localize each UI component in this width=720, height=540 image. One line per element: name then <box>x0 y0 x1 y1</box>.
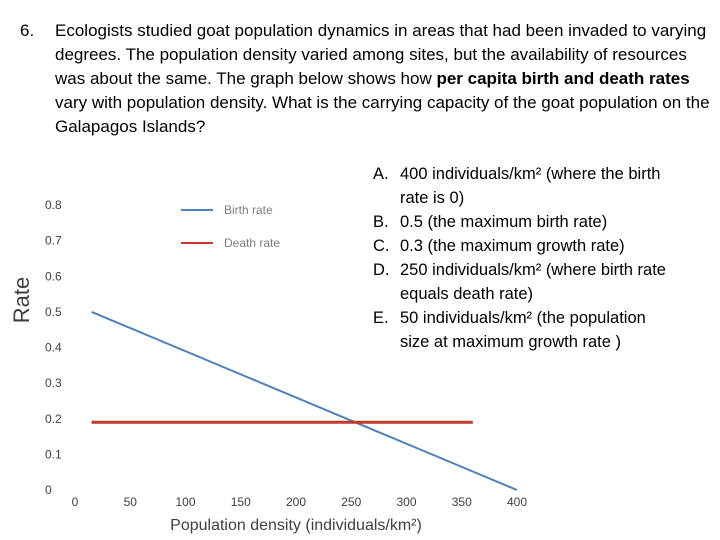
answer-d: D. 250 individuals/km² (where birth rate… <box>373 258 673 306</box>
x-tick-label: 100 <box>175 495 195 509</box>
x-tick-label: 300 <box>396 495 416 509</box>
x-tick-label: 50 <box>124 495 138 509</box>
x-tick-label: 0 <box>72 495 79 509</box>
y-tick-label: 0.3 <box>45 376 62 390</box>
x-tick-label: 250 <box>341 495 361 509</box>
y-tick-label: 0 <box>45 483 52 497</box>
y-tick-label: 0.7 <box>45 234 62 248</box>
answer-d-text: 250 individuals/km² (where birth rate eq… <box>400 261 666 303</box>
question-text: Ecologists studied goat population dynam… <box>55 19 710 139</box>
x-tick-label: 400 <box>507 495 527 509</box>
legend-label: Death rate <box>224 236 280 250</box>
answer-c: C. 0.3 (the maximum growth rate) <box>373 234 673 258</box>
series-line-birth-rate <box>91 310 518 491</box>
x-tick-label: 350 <box>452 495 472 509</box>
question-text-start: Ecologists studied goat population dynam… <box>55 21 707 88</box>
y-tick-label: 0.2 <box>45 412 62 426</box>
answer-c-letter: C. <box>373 237 390 255</box>
answer-e-letter: E. <box>373 309 389 327</box>
y-tick-label: 0.1 <box>45 447 62 461</box>
y-tick-label: 0.8 <box>45 198 62 212</box>
question-text-end: vary with population density. What is th… <box>55 93 710 136</box>
question: 6. Ecologists studied goat population dy… <box>20 19 710 139</box>
answer-b-text: 0.5 (the maximum birth rate) <box>400 213 608 231</box>
answer-list: A. 400 individuals/km² (where the birth … <box>373 162 673 354</box>
answer-e-text: 50 individuals/km² (the population size … <box>400 309 646 351</box>
answer-b-letter: B. <box>373 213 389 231</box>
answer-a-letter: A. <box>373 165 389 183</box>
answer-d-letter: D. <box>373 261 390 279</box>
question-text-bold: per capita birth and death rates <box>436 69 690 88</box>
x-tick-label: 200 <box>286 495 306 509</box>
legend-label: Birth rate <box>224 203 273 217</box>
y-tick-label: 0.5 <box>45 305 62 319</box>
answer-e: E. 50 individuals/km² (the population si… <box>373 306 673 354</box>
question-number: 6. <box>20 21 35 40</box>
x-tick-label: 150 <box>231 495 251 509</box>
answer-a-text: 400 individuals/km² (where the birth rat… <box>400 165 661 207</box>
answer-b: B. 0.5 (the maximum birth rate) <box>373 210 673 234</box>
y-tick-label: 0.4 <box>45 341 62 355</box>
y-tick-label: 0.6 <box>45 269 62 283</box>
y-axis-title: Rate <box>9 277 34 323</box>
x-axis-title: Population density (individuals/km²) <box>170 517 422 534</box>
answer-c-text: 0.3 (the maximum growth rate) <box>400 237 625 255</box>
answer-a: A. 400 individuals/km² (where the birth … <box>373 162 673 210</box>
